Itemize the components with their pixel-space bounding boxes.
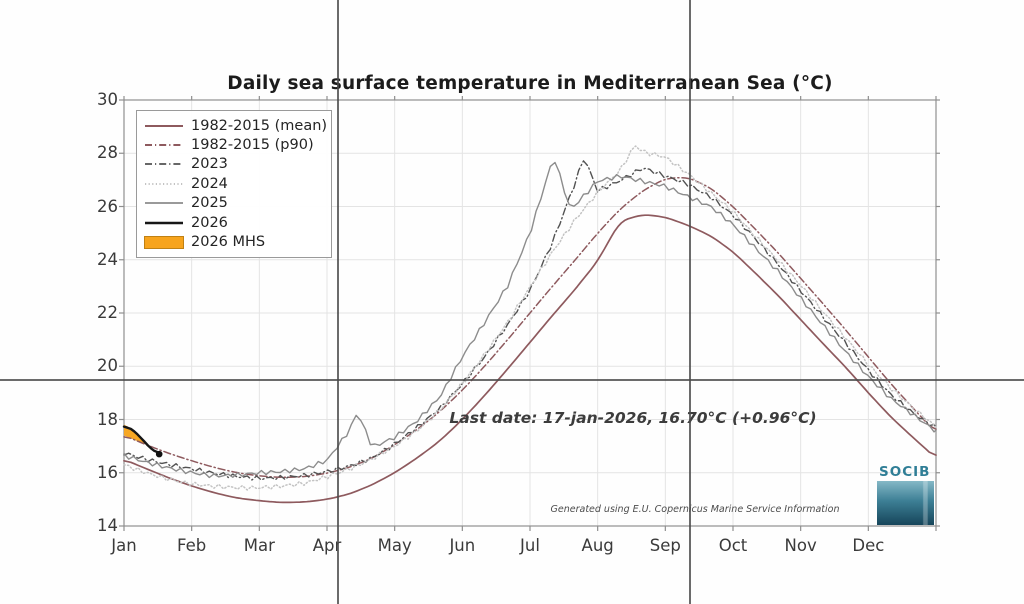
x-axis-tick-label: Jun [449, 536, 476, 555]
socib-logo-mark [877, 481, 934, 525]
y-axis-tick-label: 30 [97, 90, 118, 109]
legend-label: 2026 MHS [191, 234, 266, 251]
y-axis-tick-label: 16 [97, 462, 118, 482]
x-axis-tick-label: Feb [177, 536, 207, 555]
series-line-1982-2015-p90- [123, 176, 937, 479]
series-line-2025 [123, 161, 937, 479]
crosshair-horizontal [0, 379, 1024, 381]
x-axis-tick-label: Dec [852, 536, 885, 555]
x-axis-tick-label: May [377, 536, 412, 555]
chart-title: Daily sea surface temperature in Mediter… [227, 73, 833, 94]
x-axis-tick-label: Jul [520, 536, 540, 555]
x-axis-tick-label: Oct [718, 536, 748, 555]
legend-line-sample [144, 158, 184, 170]
legend-label: 2025 [191, 195, 228, 212]
legend-label: 2026 [191, 214, 228, 231]
x-axis-tick-label: Mar [243, 536, 275, 555]
legend-row: 2025 [144, 194, 323, 213]
legend-label: 1982-2015 (p90) [191, 137, 314, 154]
y-axis-tick-label: 18 [97, 409, 118, 429]
legend-row: 2023 [144, 155, 323, 174]
legend-row: 2026 MHS [144, 232, 323, 251]
legend-label: 1982-2015 (mean) [191, 117, 328, 134]
tick-marks [119, 96, 940, 531]
legend-line-sample [144, 139, 184, 151]
series-line-2024 [123, 145, 937, 491]
legend-row: 1982-2015 (p90) [144, 135, 323, 154]
x-axis-tick-label: Aug [581, 536, 614, 555]
y-axis-tick-label: 24 [97, 249, 118, 269]
x-axis-tick-label: Nov [784, 536, 817, 555]
series-line-2026 [122, 425, 161, 455]
last-point-marker [155, 450, 163, 458]
crosshair-vertical-right [689, 0, 691, 604]
series-line-1982-2015-mean- [123, 214, 937, 504]
mhs-fill [124, 424, 147, 446]
legend-line-sample [144, 178, 184, 190]
crosshair-vertical-left [337, 0, 339, 604]
x-axis-tick-label: Apr [312, 536, 342, 555]
y-axis-tick-label: 26 [97, 196, 118, 216]
legend: 1982-2015 (mean) 1982-2015 (p90) 2023 2024 2… [136, 110, 332, 258]
legend-line-sample [144, 120, 184, 132]
y-axis-tick-label: 28 [97, 143, 118, 163]
legend-line-sample [144, 217, 184, 229]
x-axis-tick-label: Jan [111, 536, 137, 555]
y-axis-tick-label: 20 [97, 356, 118, 376]
legend-label: 2024 [191, 175, 228, 192]
legend-row: 2026 [144, 213, 323, 232]
x-axis-tick-label: Sep [649, 536, 681, 555]
y-axis-tick-label: 14 [97, 516, 118, 535]
socib-logo-text: SOCIB [879, 464, 931, 480]
last-date-annotation: Last date: 17-jan-2026, 16.70°C (+0.96°C… [449, 409, 817, 427]
legend-label: 2023 [191, 156, 228, 173]
socib-logo: SOCIB [877, 465, 936, 525]
legend-line-sample [144, 197, 184, 209]
legend-row: 1982-2015 (mean) [144, 116, 327, 135]
y-axis-tick-label: 22 [97, 303, 118, 322]
attribution-note: Generated using E.U. Copernicus Marine S… [550, 504, 840, 515]
series-line-2023 [123, 160, 937, 481]
legend-row: 2024 [144, 174, 323, 193]
legend-mhs-swatch [144, 235, 184, 249]
